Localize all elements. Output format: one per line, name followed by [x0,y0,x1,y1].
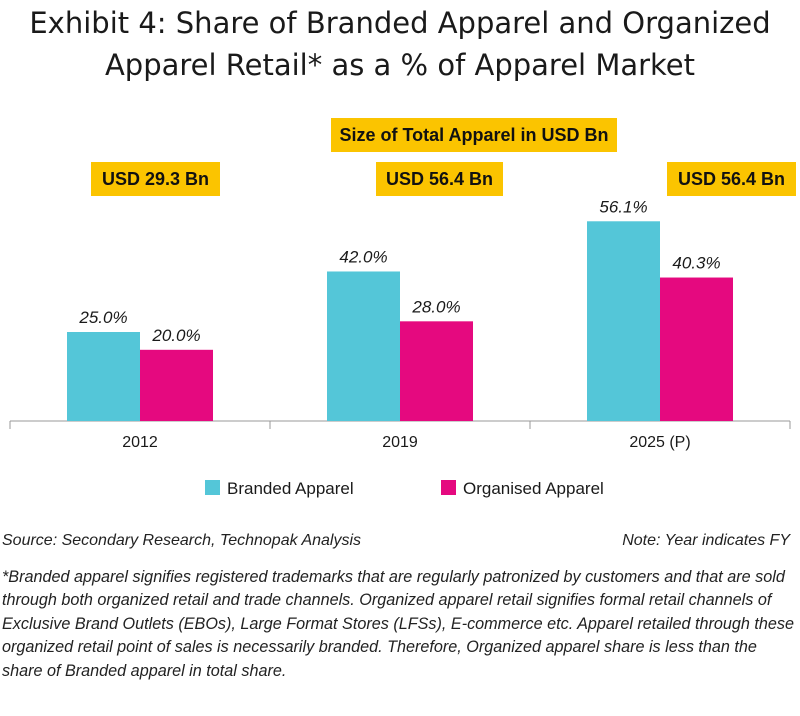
x-tick-label-1: 2019 [382,434,418,451]
x-tick-label-0: 2012 [122,434,158,451]
bar-branded-2 [587,221,660,421]
bar-branded-0 [67,332,140,421]
x-tick-label-2: 2025 (P) [629,434,690,451]
source-note: Source: Secondary Research, Technopak An… [2,532,362,549]
bar-branded-1 [327,271,400,421]
data-label-branded-0: 25.0% [78,308,127,327]
data-label-organised-2: 40.3% [672,254,720,273]
bar-organised-0 [140,349,213,421]
legend-branded-label: Branded Apparel [227,479,354,498]
size-tag-2025: USD 56.4 Bn [667,162,796,196]
chart-title: Exhibit 4: Share of Branded Apparel and … [0,2,800,86]
legend-organised-swatch [441,480,456,495]
footnote: *Branded apparel signifies registered tr… [2,568,795,680]
data-label-branded-1: 42.0% [339,247,387,266]
bar-organised-2 [660,277,733,421]
legend-organised-label: Organised Apparel [463,479,604,498]
chart-title-line-2: Apparel Retail* as a % of Apparel Market [104,48,696,82]
size-tag-2012: USD 29.3 Bn [91,162,220,196]
fy-note: Note: Year indicates FY [622,532,790,549]
size-tag-2019: USD 56.4 Bn [376,162,503,196]
size-header-tag: Size of Total Apparel in USD Bn [331,118,617,152]
bar-organised-1 [400,321,473,421]
data-label-organised-1: 28.0% [411,297,460,316]
legend-branded-swatch [205,480,220,495]
data-label-organised-0: 20.0% [151,326,200,345]
data-label-branded-2: 56.1% [599,197,647,216]
bar-chart: 25.0% 20.0% 2012 42.0% 28.0% 2019 56.1% 40.3% 20… [9,197,791,498]
chart-title-line-1: Exhibit 4: Share of Branded Apparel and … [29,6,771,40]
